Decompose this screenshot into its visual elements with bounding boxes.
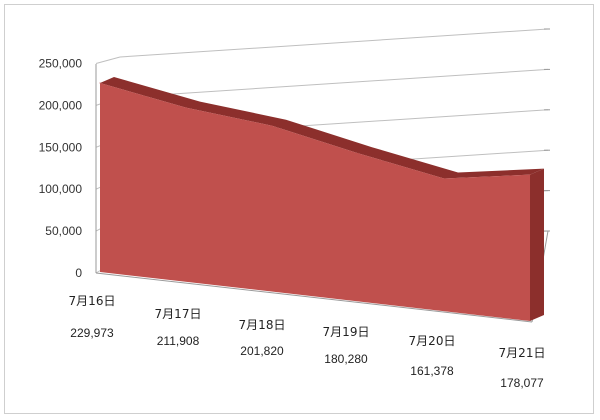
x-tick-label: 7月20日 [409, 334, 456, 348]
data-label: 229,973 [70, 326, 114, 340]
data-label: 201,820 [240, 344, 284, 358]
x-axis-line [95, 272, 533, 323]
data-label: 180,280 [324, 352, 368, 366]
y-tick-label: 150,000 [39, 140, 83, 154]
x-tick-label: 7月18日 [239, 318, 286, 332]
data-label: 178,077 [500, 376, 544, 390]
data-labels: 229,973 211,908 201,820 180,280 161,378 178,0… [70, 326, 544, 390]
series-area [99, 76, 544, 322]
area-side-face [530, 168, 544, 321]
y-tick-label: 50,000 [45, 224, 82, 238]
gridline [119, 28, 549, 58]
x-axis-ticks: 7月16日 7月17日 7月18日 7月19日 7月20日 7月21日 [69, 294, 546, 360]
x-tick-label: 7月17日 [155, 307, 202, 321]
x-tick-label: 7月16日 [69, 294, 116, 308]
x-tick-label: 7月21日 [499, 346, 546, 360]
side-gridline [95, 56, 121, 64]
data-point [443, 178, 445, 180]
data-point [185, 107, 187, 109]
data-point [357, 152, 359, 154]
y-tick-label: 250,000 [39, 57, 83, 71]
y-tick-label: 100,000 [39, 182, 83, 196]
y-tick-label: 200,000 [39, 98, 83, 112]
area-front-face [100, 82, 530, 322]
x-tick-label: 7月19日 [323, 325, 370, 339]
area-top-face [100, 76, 544, 179]
data-point [99, 82, 101, 84]
y-axis-ticks: 0 50,000 100,000 150,000 200,000 250,000 [39, 57, 83, 281]
gridline [119, 68, 549, 98]
y-tick-label: 0 [75, 266, 82, 280]
data-point [529, 174, 531, 176]
data-label: 211,908 [157, 334, 200, 348]
data-label: 161,378 [410, 364, 454, 378]
data-point [271, 125, 273, 127]
